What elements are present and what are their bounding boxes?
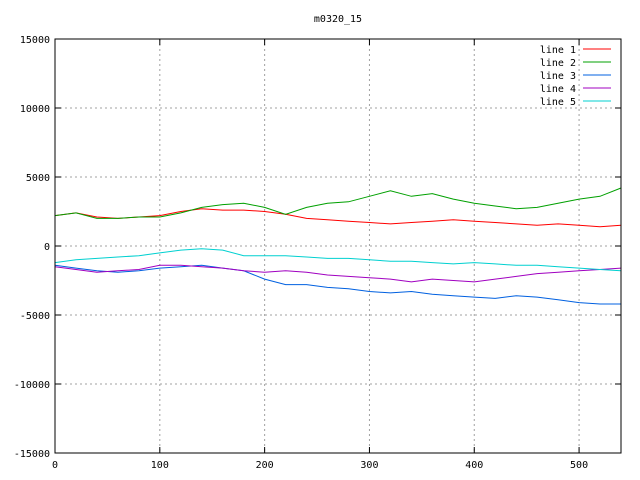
legend-label-2: line 2 [540, 58, 576, 69]
series-line-1 [54, 208, 622, 228]
series-layer [54, 187, 622, 305]
x-tick-label: 0 [52, 460, 58, 471]
chart-title: m0320_15 [314, 14, 362, 25]
series-line-4 [54, 264, 622, 283]
x-tick-label: 100 [151, 460, 169, 471]
y-tick-label: 15000 [20, 35, 50, 46]
x-tick-label: 300 [360, 460, 378, 471]
axis-layer: 0 100 200 300 400 500 -15000 -10000 -5000 0 5000 10… [14, 35, 621, 471]
x-tick-label: 500 [570, 460, 588, 471]
y-tick-label: -15000 [14, 449, 50, 460]
legend: line 1 line 2 line 3 line 4 line 5 [540, 45, 611, 108]
legend-label-4: line 4 [540, 84, 576, 95]
y-tick-label: 5000 [26, 173, 50, 184]
x-tick-label: 200 [256, 460, 274, 471]
series-line-2 [54, 187, 622, 219]
legend-label-3: line 3 [540, 71, 576, 82]
grid-layer [55, 39, 621, 453]
series-line-3 [54, 264, 621, 305]
y-tick-label: 0 [44, 242, 50, 253]
y-tick-label: -5000 [20, 311, 50, 322]
x-tick-label: 400 [465, 460, 483, 471]
y-tick-label: -10000 [14, 380, 50, 391]
legend-label-1: line 1 [540, 45, 576, 56]
series-line-5 [54, 248, 622, 272]
legend-label-5: line 5 [540, 97, 576, 108]
y-tick-label: 10000 [20, 104, 50, 115]
